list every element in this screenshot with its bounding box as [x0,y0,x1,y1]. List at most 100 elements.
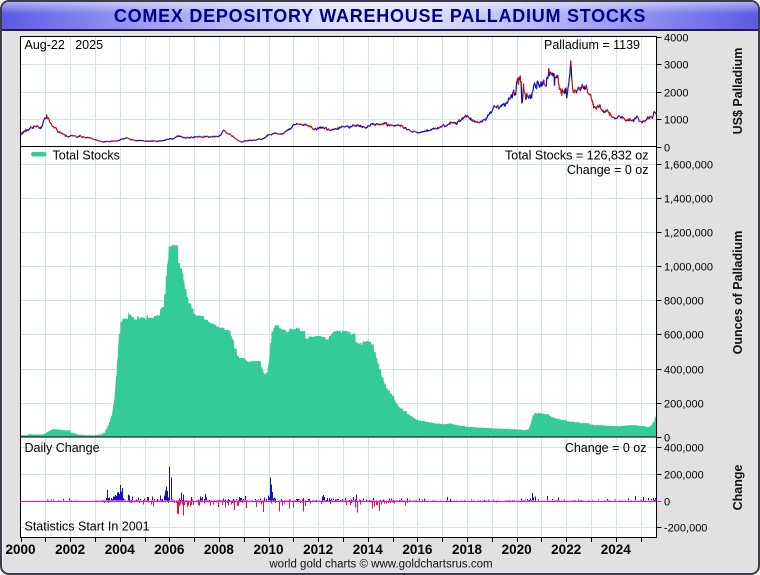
price-segment-up [21,130,26,135]
price-segment-down [449,121,454,125]
price-segment-down [477,120,483,124]
price-segment-down [389,124,395,127]
xtick-label-2008: 2008 [204,542,235,557]
price-segment-down [58,131,66,137]
price-segment-up [521,83,525,104]
price-segment-up [481,118,486,123]
stocks-ytick-0-label: 0 [664,433,670,445]
price-segment-down [517,76,521,85]
price-segment-down [622,116,628,122]
stocks-area-path [20,244,657,438]
price-segment-up [241,139,248,143]
price-segment-up [575,86,579,94]
price-segment-up [620,116,624,119]
price-segment-up [156,138,168,143]
price-segment-down [599,104,605,113]
price-segment-up [134,139,145,142]
price-segment-down [594,104,600,110]
price-segment-down [305,123,315,131]
price-segment-down [617,115,622,119]
price-segment-down [471,119,476,123]
axis-ticks [21,37,662,542]
price-segment-down [408,129,414,133]
price-segment-up [444,122,451,128]
price-segment-up [216,129,225,138]
change-panel-label: Daily Change [25,441,100,455]
panel-border-change [20,436,657,538]
stocks-ytick-1400000-label: 1,400,000 [664,194,713,206]
price-segment-down [397,123,401,127]
xtick-label-2020: 2020 [502,542,532,557]
stocks-ytick-1200000-label: 1,200,000 [664,228,713,240]
price-segment-down [24,128,27,133]
panel-backgrounds [20,36,657,538]
price-segment-up [498,101,507,110]
price-segment-down [636,115,643,124]
price-segment-up [270,132,277,136]
price-segment-up [509,89,515,100]
price-segment-gap [520,81,523,104]
price-segment-down [413,130,419,134]
price-segment-down [493,104,497,109]
price-segment-down [577,86,583,92]
price-segment-up [369,122,375,127]
chart-title: COMEX DEPOSITORY WAREHOUSE PALLADIUM STO… [113,5,647,26]
xtick-label-2000: 2000 [5,542,35,557]
xtick-label-2012: 2012 [303,542,333,557]
stats-note-label: Statistics Start In 2001 [25,520,150,534]
price-segment-up [171,134,179,140]
change-ytick--200000-label: -200,000 [664,523,707,535]
xtick-label-2014: 2014 [353,542,384,557]
change-axis-caption: Change [731,465,745,511]
price-segment-down [626,118,630,122]
legend-swatch [31,152,47,157]
stocks-ytick-1600000-label: 1,600,000 [664,160,713,172]
price-segment-up [417,127,436,134]
change-ytick-0-label: 0 [664,497,670,509]
price-segment-down [95,139,104,143]
price-segment-up [452,121,457,125]
price-segment-up [602,109,607,113]
price-ytick-0-label: 0 [664,143,670,155]
price-segment-up [551,72,555,77]
stocks-ytick-200000-label: 200,000 [664,399,704,411]
price-segment-down [223,129,230,135]
price-segment-up [633,115,638,123]
price-segment-up [644,116,649,123]
price-ytick-4000-label: 4000 [664,33,688,45]
price-segment-up [456,119,460,125]
price-segment-up [38,114,48,130]
price-segment-up [582,84,587,90]
price-segment-down [606,109,616,120]
price-segment-down [232,135,243,143]
price-segment-up [337,125,343,130]
stocks-axis-caption: Ounces of Palladium [731,231,745,355]
price-segment-up [318,126,324,130]
price-segment-up [255,138,260,141]
xtick-label-2024: 2024 [601,542,632,557]
price-segment-up [506,97,510,104]
price-segment-up [282,122,298,135]
grid-layer [20,36,657,538]
legend-label: Total Stocks [53,149,120,163]
price-segment-down [70,134,79,138]
price-segment-down [46,114,59,133]
price-segment-up [358,124,363,128]
change-value-label: Change = 0 oz [565,441,647,455]
price-segment-up [529,79,545,100]
price-segment-down [229,133,233,137]
price-segment-down [571,78,578,94]
price-segment-down [30,126,34,130]
price-segment-up [329,128,334,132]
xtick-label-2018: 2018 [452,542,483,557]
stocks-ytick-1000000-label: 1,000,000 [664,262,713,274]
stocks-area-series [20,244,657,438]
stocks-ytick-600000-label: 600,000 [664,330,704,342]
price-date-label: Aug-22 2025 [25,38,104,52]
title-bar: COMEX DEPOSITORY WAREHOUSE PALLADIUM STO… [2,2,758,31]
price-segment-down [89,137,96,141]
legend: Total Stocks [31,149,120,163]
price-segment-down [376,122,381,126]
